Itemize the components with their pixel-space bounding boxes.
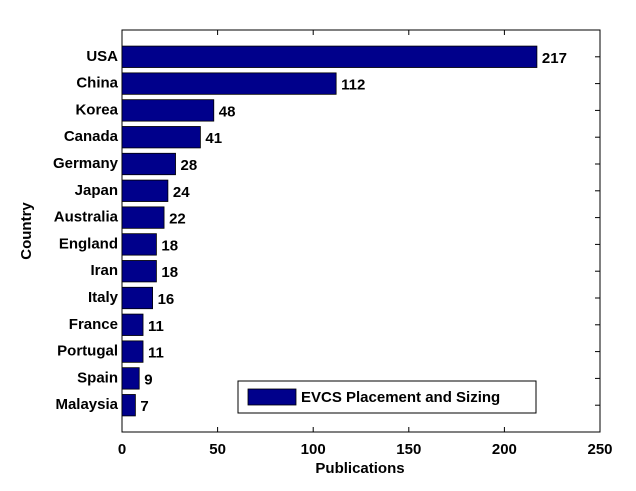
bar bbox=[121, 233, 157, 256]
data-label: 11 bbox=[148, 318, 164, 335]
bar bbox=[121, 72, 337, 95]
y-tick-label: Canada bbox=[64, 128, 119, 145]
bar bbox=[121, 367, 140, 390]
y-axis-label: Country bbox=[18, 202, 35, 260]
data-label: 7 bbox=[140, 398, 148, 415]
data-label: 11 bbox=[148, 345, 164, 362]
data-label: 18 bbox=[161, 264, 178, 281]
legend-label: EVCS Placement and Sizing bbox=[301, 389, 500, 406]
y-tick-label: Korea bbox=[75, 101, 118, 118]
data-label: 24 bbox=[173, 184, 190, 201]
bar bbox=[121, 99, 215, 122]
x-tick-label: 50 bbox=[209, 441, 226, 458]
legend-swatch bbox=[247, 388, 297, 406]
bar bbox=[121, 152, 176, 176]
bar bbox=[121, 260, 157, 283]
bar bbox=[121, 179, 169, 202]
x-axis-label: Publications bbox=[315, 460, 404, 477]
bar bbox=[121, 340, 144, 363]
y-tick-label: France bbox=[69, 316, 118, 333]
y-tick-label: Iran bbox=[90, 262, 118, 279]
data-label: 22 bbox=[169, 211, 186, 228]
data-label: 217 bbox=[542, 50, 567, 67]
x-tick-label: 150 bbox=[396, 441, 421, 458]
plot-area bbox=[121, 29, 601, 433]
y-tick-label: Australia bbox=[54, 209, 119, 226]
bar bbox=[121, 206, 165, 229]
x-tick-label: 250 bbox=[587, 441, 612, 458]
y-tick-label: USA bbox=[86, 48, 118, 65]
y-tick-label: Japan bbox=[75, 182, 118, 199]
data-label: 41 bbox=[205, 130, 222, 147]
x-tick-label: 100 bbox=[301, 441, 326, 458]
bar bbox=[121, 313, 144, 336]
y-tick-label: England bbox=[59, 235, 118, 252]
x-tick-label: 0 bbox=[118, 441, 126, 458]
data-label: 28 bbox=[181, 157, 198, 174]
data-label: 18 bbox=[161, 237, 178, 254]
y-tick-label: Malaysia bbox=[55, 396, 118, 413]
bar bbox=[121, 286, 153, 310]
x-tick-label: 200 bbox=[492, 441, 517, 458]
data-label: 16 bbox=[158, 291, 175, 308]
y-tick-label: Spain bbox=[77, 369, 118, 386]
bar bbox=[121, 126, 201, 149]
bar bbox=[121, 45, 538, 68]
data-label: 112 bbox=[341, 77, 365, 94]
data-label: 9 bbox=[144, 371, 152, 388]
data-label: 48 bbox=[219, 103, 236, 120]
bar bbox=[121, 394, 136, 417]
y-tick-label: China bbox=[76, 75, 118, 92]
y-tick-label: Portugal bbox=[57, 343, 118, 360]
y-tick-label: Germany bbox=[53, 155, 119, 172]
y-tick-label: Italy bbox=[88, 289, 119, 306]
